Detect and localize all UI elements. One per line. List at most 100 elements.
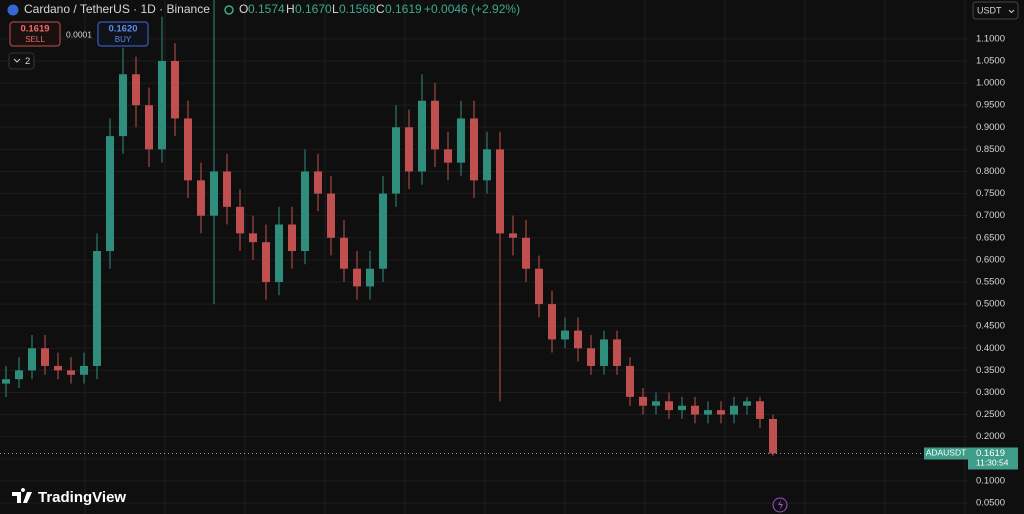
y-tick-label: 0.9500 [976, 100, 1005, 111]
chevron[interactable] [13, 58, 21, 63]
candle-body [717, 410, 725, 415]
candle-body [418, 100, 426, 172]
y-tick-label: 0.4500 [976, 321, 1005, 332]
toggle-box[interactable] [8, 52, 35, 70]
y-tick-label: 0.9000 [976, 122, 1005, 133]
alert-icon[interactable] [772, 497, 788, 513]
candle-body [496, 149, 504, 234]
status-dot [224, 5, 234, 15]
price-tag-box [968, 447, 1018, 470]
buy-price[interactable]: 0.1620 [108, 24, 137, 35]
currency-dropdown[interactable]: USDT [972, 1, 1019, 20]
candle-body [197, 180, 205, 216]
candle-body [756, 401, 764, 419]
candle-body [67, 370, 75, 375]
ohlc-label: O [239, 2, 248, 16]
candle-body [275, 224, 283, 282]
price-tag-box [924, 447, 968, 460]
buy-button[interactable]: 0.1620 BUY [97, 21, 149, 47]
candle-body [600, 339, 608, 366]
ohlc-value: 0.1619 [385, 2, 422, 16]
candle-body [561, 330, 569, 340]
candle-body [171, 60, 179, 119]
indicator-toggle[interactable]: 2 [8, 52, 35, 70]
indicator-count[interactable]: 2 [25, 56, 30, 67]
y-tick-label: 0.8500 [976, 144, 1005, 155]
candle-body [392, 127, 400, 194]
y-tick-label: 0.6500 [976, 232, 1005, 243]
price-tag-symbol: ADAUSDT [926, 448, 967, 458]
candle-body [626, 365, 634, 397]
chevron[interactable] [1008, 9, 1015, 14]
y-tick-label: 0.6000 [976, 254, 1005, 265]
y-tick-label: 0.7500 [976, 188, 1005, 199]
candle-body [236, 206, 244, 234]
candle-body [587, 348, 595, 366]
y-tick-label: 0.5000 [976, 299, 1005, 310]
candle-body [301, 171, 309, 252]
y-tick-label: 0.7000 [976, 210, 1005, 221]
coin-icon [7, 4, 19, 16]
candle-body [444, 149, 452, 163]
sell-price[interactable]: 0.1619 [20, 24, 49, 35]
candle-body [340, 237, 348, 269]
ohlc-label: L [332, 2, 339, 16]
price-tag-price: 0.1619 [976, 448, 1005, 459]
y-tick-label: 1.1000 [976, 33, 1005, 44]
ohlc-value: 0.1568 [339, 2, 376, 16]
sell-button[interactable]: 0.1619 SELL [9, 21, 61, 47]
candle-body [691, 405, 699, 415]
candle-body [730, 405, 738, 415]
candle-body [288, 224, 296, 252]
candle-body [2, 379, 10, 384]
candle-body [652, 401, 660, 406]
y-tick-label: 0.3500 [976, 365, 1005, 376]
candle-body [522, 237, 530, 269]
candle-body [15, 370, 23, 380]
candle-body [145, 105, 153, 150]
logo-icon [12, 488, 32, 503]
buy-label[interactable]: BUY [115, 35, 132, 44]
candle-body [548, 304, 556, 340]
currency[interactable]: USDT [977, 5, 1002, 15]
candle-body [769, 418, 777, 454]
y-tick-label: 0.4000 [976, 343, 1005, 354]
vertical-grid [84, 0, 966, 514]
y-tick-label: 0.0500 [976, 497, 1005, 508]
candle-body [119, 74, 127, 137]
alert-bolt[interactable] [778, 500, 783, 510]
candle-body [470, 118, 478, 181]
candle-body [249, 233, 257, 243]
buy-box[interactable] [97, 21, 149, 47]
ohlc-value: 0.1670 [295, 2, 332, 16]
candle-body [184, 118, 192, 181]
sell-label[interactable]: SELL [25, 35, 45, 44]
candle-body [457, 118, 465, 163]
candle-body [353, 268, 361, 287]
candle-body [574, 330, 582, 349]
candle-body [106, 136, 114, 252]
candle-body [405, 127, 413, 172]
y-tick-label: 1.0500 [976, 56, 1005, 67]
ohlc-label: C [376, 2, 385, 16]
y-tick-label: 0.2500 [976, 409, 1005, 420]
ohlc-label: H [286, 2, 295, 16]
candle-body [431, 100, 439, 150]
candle-body [54, 365, 62, 371]
y-tick-label: 0.8000 [976, 166, 1005, 177]
sell-box[interactable] [9, 21, 61, 47]
candle-body [535, 268, 543, 305]
brand: TradingView [38, 489, 126, 506]
candle-body [366, 268, 374, 287]
dropdown-box[interactable] [972, 1, 1019, 20]
change: +0.0046 (+2.92%) [424, 2, 520, 16]
candle-body [28, 348, 36, 371]
candle-body [158, 60, 166, 150]
candle-body [210, 171, 218, 216]
y-tick-label: 0.3000 [976, 387, 1005, 398]
candle-body [314, 171, 322, 194]
price-tag-countdown: 11:30:54 [976, 458, 1009, 468]
spread: 0.0001 [66, 29, 92, 39]
logo: TradingView [12, 488, 126, 506]
